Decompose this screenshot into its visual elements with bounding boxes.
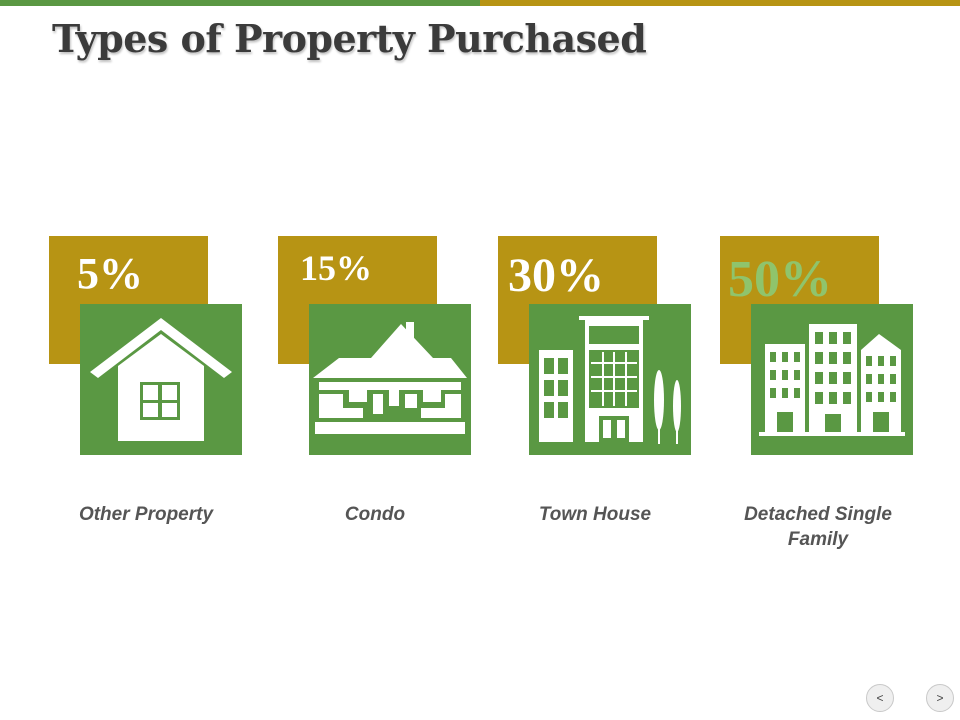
cottage-icon — [309, 304, 471, 455]
card-other-property: 5% — [49, 236, 249, 456]
percent-value: 30% — [508, 252, 604, 300]
card-condo: 15% — [278, 236, 478, 456]
icon-panel — [751, 304, 913, 455]
card-town-house: 30% — [498, 236, 698, 456]
label-detached-single-family: Detached Single Family — [718, 502, 918, 552]
page-title: Types of Property Purchased — [52, 16, 646, 61]
city-buildings-icon — [751, 304, 913, 455]
icon-panel — [529, 304, 691, 455]
percent-value: 5% — [77, 252, 143, 296]
townhouse-building-icon — [529, 304, 691, 455]
top-bar-gold-segment — [480, 0, 960, 6]
top-bar-green-segment — [0, 0, 480, 6]
label-other-property: Other Property — [46, 502, 246, 527]
icon-panel — [80, 304, 242, 455]
house-icon — [80, 304, 242, 455]
top-accent-bar — [0, 0, 960, 6]
percent-value: 15% — [300, 250, 372, 286]
icon-panel — [309, 304, 471, 455]
label-condo: Condo — [275, 502, 475, 527]
next-slide-button[interactable]: > — [926, 684, 954, 712]
label-town-house: Town House — [495, 502, 695, 527]
card-detached-single-family: 50% — [720, 236, 920, 456]
prev-slide-button[interactable]: < — [866, 684, 894, 712]
percent-value: 50% — [728, 254, 832, 306]
